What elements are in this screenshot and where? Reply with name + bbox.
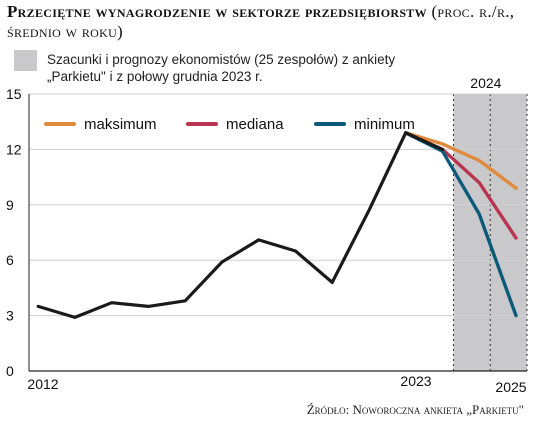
x-tick-label-2023: 2023: [400, 373, 431, 389]
y-tick-label-3: 3: [6, 308, 14, 324]
forecast-shaded-region: 2024: [452, 75, 528, 371]
legend-label-minimum: minimum: [354, 116, 415, 133]
y-tick-label-12: 12: [6, 141, 22, 157]
axes: 0 3 6 9 12 15 2012 2023 2025: [6, 86, 527, 395]
forecast-note: Szacunki i prognozy ekonomistów (25 zesp…: [47, 52, 396, 84]
series-line-history: [36, 131, 445, 319]
chart-title-main: Przeciętne wynagrodzenie w sektorze prze…: [7, 2, 427, 21]
y-tick-label-9: 9: [6, 197, 14, 213]
y-tick-label-15: 15: [6, 86, 22, 102]
forecast-legend-swatch: [14, 50, 37, 71]
x-tick-label-2025: 2025: [495, 379, 526, 395]
x-tick-label-2012: 2012: [27, 376, 58, 392]
chart-subtitle: (proc. r./r., średnio w roku): [7, 2, 515, 41]
shaded-region-label: 2024: [470, 75, 501, 91]
y-tick-label-6: 6: [6, 252, 14, 268]
series-lines: [36, 131, 518, 319]
source-note: Źródło: Noworoczna ankieta „Parkietu": [306, 402, 524, 417]
legend-label-maksimum: maksimum: [84, 116, 157, 133]
legend-label-mediana: mediana: [226, 116, 284, 133]
y-tick-label-0: 0: [6, 363, 14, 379]
chart-title: Przeciętne wynagrodzenie w sektorze prze…: [7, 2, 531, 42]
legend: maksimum mediana minimum: [44, 116, 415, 133]
series-line-maksimum: [404, 131, 518, 190]
